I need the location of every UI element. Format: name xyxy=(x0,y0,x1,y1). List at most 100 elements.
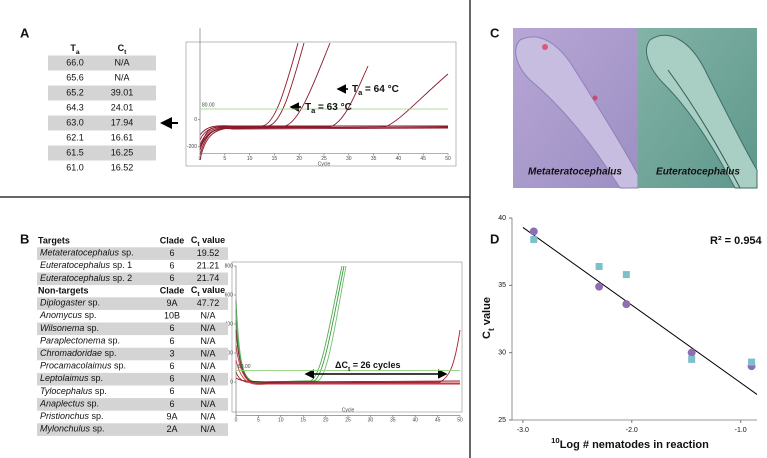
y-tick-label: 0 xyxy=(194,117,197,123)
point xyxy=(529,227,538,236)
x-tick-label: 40 xyxy=(396,156,402,162)
y-tick-label: 40 xyxy=(498,215,506,222)
x-tick-label: 0 xyxy=(199,156,202,162)
cell: 47.72 xyxy=(197,298,220,308)
text-part: sp. 1 xyxy=(110,261,132,271)
text-part: Euteratocephalus xyxy=(40,261,111,271)
x-tick-label: 10 xyxy=(278,418,284,424)
y-tick-label: 800 xyxy=(225,263,234,269)
row-shade xyxy=(48,145,156,161)
cell: Metateratocephalus sp. xyxy=(40,248,134,258)
cell: 61.0 xyxy=(66,162,84,172)
text-part: sp. xyxy=(85,399,100,409)
point xyxy=(595,282,604,291)
x-tick-label: 0 xyxy=(235,418,238,424)
cell: 9A xyxy=(166,298,177,308)
x-axis-label: 10Log # nematodes in reaction xyxy=(551,436,709,451)
row-shade xyxy=(37,247,228,260)
text-part: ΔC xyxy=(335,360,348,370)
stain xyxy=(592,95,598,101)
panel-label: A xyxy=(20,25,30,40)
x-tick-label: 50 xyxy=(457,418,463,424)
cell: 21.21 xyxy=(197,261,220,271)
cell: 6 xyxy=(169,323,174,333)
text-part: T xyxy=(70,43,76,53)
nematode-head xyxy=(646,34,758,189)
text-part: Tylocephalus xyxy=(40,386,93,396)
y-tick-label: 0 xyxy=(230,379,233,385)
cell: 6 xyxy=(169,361,174,371)
cell: Anaplectus sp. xyxy=(39,399,99,409)
text-part: Diplogaster xyxy=(40,298,87,308)
x-axis-label: Cycle xyxy=(342,407,355,413)
text-part: value xyxy=(200,285,226,295)
text-part: value xyxy=(481,297,493,328)
x-tick-label: 20 xyxy=(296,156,302,162)
column-header: Ct value xyxy=(191,235,225,248)
cell: 10B xyxy=(164,311,180,321)
micrograph-label: Euteratocephalus xyxy=(656,167,740,178)
cell: N/A xyxy=(200,411,215,421)
section-heading: Non-targets xyxy=(38,285,89,295)
cell: 39.01 xyxy=(111,87,134,97)
row-shade xyxy=(48,55,156,71)
cell: N/A xyxy=(114,72,129,82)
text-part: a xyxy=(311,106,316,115)
cell: Diplogaster sp. xyxy=(40,298,100,308)
cell: 6 xyxy=(169,336,174,346)
x-tick-label: 40 xyxy=(412,418,418,424)
y-tick-label: 30 xyxy=(498,350,506,357)
cell: 62.1 xyxy=(66,132,84,142)
column-header: Clade xyxy=(160,235,185,245)
text-part: sp. xyxy=(106,336,121,346)
text-part: t xyxy=(487,328,496,331)
x-tick-label: 30 xyxy=(368,418,374,424)
x-tick-label: 15 xyxy=(272,156,278,162)
cell: N/A xyxy=(114,57,129,67)
cell: N/A xyxy=(200,374,215,384)
cell: N/A xyxy=(200,323,215,333)
text-part: t xyxy=(124,49,127,56)
cell: Wilsonema sp. xyxy=(40,323,99,333)
row-shade xyxy=(37,398,228,411)
column-header: Ct xyxy=(118,43,128,56)
cell: 16.52 xyxy=(111,162,134,172)
cell: 6 xyxy=(169,273,174,283)
row-shade xyxy=(37,297,228,310)
cell: 21.74 xyxy=(197,273,220,283)
micrograph-label: Metateratocephalus xyxy=(528,167,622,178)
cell: 17.94 xyxy=(111,117,134,127)
x-tick-label: 30 xyxy=(346,156,352,162)
x-tick-label: 20 xyxy=(323,418,329,424)
cell: Pristionchus sp. xyxy=(40,411,104,421)
x-tick-label: 50 xyxy=(445,156,451,162)
row-shade xyxy=(37,372,228,386)
stain xyxy=(542,44,548,50)
text-part: C xyxy=(118,43,125,53)
cell: Paraplectonema sp. xyxy=(40,336,120,346)
cell: N/A xyxy=(200,424,215,434)
x-tick-label: 25 xyxy=(321,156,327,162)
text-part: sp. xyxy=(119,248,134,258)
x-axis-label: Cycle xyxy=(318,161,331,167)
text-part: sp. xyxy=(92,386,107,396)
y-tick-label: 25 xyxy=(498,417,506,424)
cell: 63.0 xyxy=(66,117,84,127)
cell: Chromadoridae sp. xyxy=(40,348,117,358)
cell: N/A xyxy=(200,348,215,358)
panel-label: B xyxy=(20,231,29,246)
y-tick-label: 35 xyxy=(498,282,506,289)
text-part: Pristionchus xyxy=(40,411,90,421)
text-part: Procamacolaimus xyxy=(40,361,112,371)
row-shade xyxy=(48,115,156,131)
text-part: sp. 2 xyxy=(110,273,132,283)
cell: 9A xyxy=(166,411,177,421)
text-part: = 63 °C xyxy=(315,102,352,113)
x-tick-label: 5 xyxy=(223,156,226,162)
annotation: R² = 0.954 xyxy=(710,235,763,247)
cell: 6 xyxy=(169,248,174,258)
x-tick-label: 35 xyxy=(371,156,377,162)
text-part: Euteratocephalus xyxy=(40,273,111,283)
cell: 6 xyxy=(169,374,174,384)
